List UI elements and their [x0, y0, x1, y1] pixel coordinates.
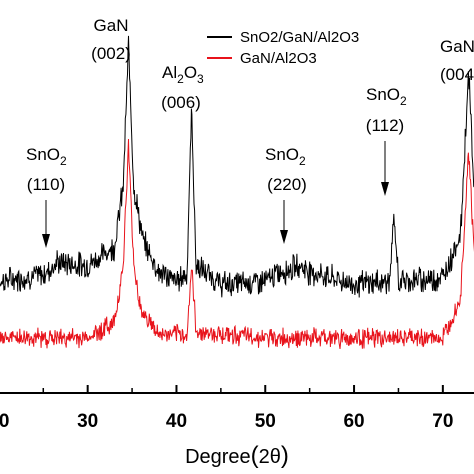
annotation-sno2-110-arrowhead: [42, 234, 50, 248]
x-tick-label: 60: [343, 411, 364, 432]
legend-label-1: SnO2/GaN/Al2O3: [240, 29, 359, 46]
annotation-gan-004-label: GaN: [440, 37, 474, 56]
annotation-gan-002-label: GaN: [94, 16, 129, 35]
x-tick-label: 40: [166, 411, 187, 432]
annotation-sno2-110-index: (110): [27, 175, 65, 194]
x-axis: 20 30 40 50 60 70: [0, 385, 474, 432]
annotation-sno2-110-label: SnO2: [26, 145, 67, 168]
annotation-sno2-112-arrowhead: [381, 182, 389, 196]
series-line-2: [0, 138, 474, 349]
legend-label-2: GaN/Al2O3: [240, 50, 317, 67]
annotation-sno2-220-label: SnO2: [265, 145, 306, 168]
x-tick-label: 30: [77, 411, 98, 432]
annotation-sno2-112-index: (112): [366, 116, 404, 135]
x-ticks: 20 30 40 50 60 70: [0, 385, 453, 432]
annotation-gan-004-index: (004): [440, 65, 474, 84]
legend: SnO2/GaN/Al2O3 GaN/Al2O3: [207, 29, 359, 67]
annotation-sno2-220-arrowhead: [280, 230, 288, 244]
annotation-sno2-112-label: SnO2: [366, 85, 407, 108]
x-axis-title: Degree(2θ): [185, 442, 289, 469]
annotation-gan-002-index: (002): [91, 44, 131, 63]
annotations: GaN (002) Al2O3 (006) SnO2 (110) SnO2 (2…: [26, 16, 474, 248]
series-layer: [0, 35, 474, 349]
annotation-sno2-220-index: (220): [267, 175, 307, 194]
x-tick-label: 50: [255, 411, 276, 432]
annotation-al2o3-label: Al2O3: [162, 63, 204, 86]
annotation-al2o3-index: (006): [161, 93, 201, 112]
x-tick-label: 20: [0, 411, 9, 432]
series-line-1: [0, 35, 474, 298]
x-tick-label: 70: [432, 411, 453, 432]
